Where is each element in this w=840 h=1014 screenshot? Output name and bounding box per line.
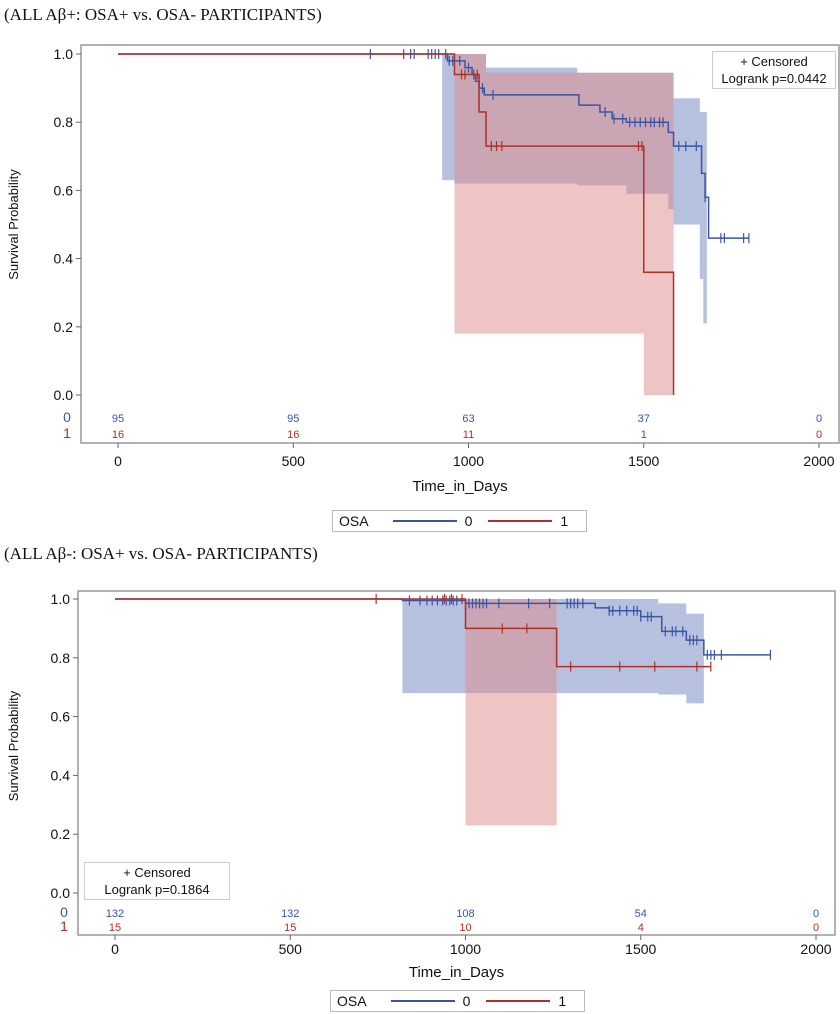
y-tick-label: 1.0 — [51, 591, 71, 607]
at-risk-count: 15 — [109, 922, 121, 934]
y-tick-label: 0.6 — [54, 182, 74, 198]
y-tick-label: 0.4 — [54, 251, 74, 267]
confidence-band-0 — [658, 603, 687, 695]
legend-label-0: 0 — [462, 993, 471, 1009]
legend-2: OSA 0 1 — [330, 990, 585, 1012]
legend-swatch-0 — [392, 520, 457, 522]
at-risk-count: 108 — [456, 908, 474, 920]
at-risk-count: 0 — [813, 908, 819, 920]
x-axis-label: Time_in_Days — [412, 478, 507, 495]
at-risk-group-label: 1 — [60, 918, 68, 934]
x-tick-label: 2000 — [803, 453, 834, 469]
at-risk-count: 95 — [112, 413, 124, 425]
at-risk-count: 37 — [638, 413, 650, 425]
at-risk-group-label: 0 — [60, 904, 68, 920]
x-tick-label: 1000 — [453, 453, 484, 469]
y-tick-label: 0.0 — [51, 885, 71, 901]
at-risk-count: 54 — [635, 908, 647, 920]
x-tick-label: 1500 — [628, 453, 659, 469]
plot-frame — [77, 590, 836, 936]
x-tick-label: 0 — [114, 453, 122, 469]
confidence-band-0 — [686, 613, 704, 704]
y-axis-label: Survival Probability — [6, 690, 21, 801]
legend-label-1: 1 — [560, 513, 569, 529]
at-risk-group-label: 0 — [63, 409, 71, 425]
confidence-band-0 — [673, 98, 700, 225]
y-tick-label: 0.4 — [51, 767, 71, 783]
confidence-band-0 — [703, 111, 707, 324]
y-tick-label: 0.8 — [54, 114, 74, 130]
at-risk-count: 4 — [638, 922, 644, 934]
x-axis-label: Time_in_Days — [409, 964, 504, 981]
at-risk-count: 1 — [641, 429, 647, 441]
at-risk-count: 0 — [816, 429, 822, 441]
confidence-band-0 — [442, 54, 455, 181]
y-tick-label: 0.8 — [51, 650, 71, 666]
legend-swatch-1 — [488, 520, 553, 522]
confidence-band-1 — [486, 72, 644, 334]
x-tick-label: 1500 — [625, 941, 656, 957]
legend-swatch-0 — [390, 1000, 455, 1002]
y-tick-label: 1.0 — [54, 46, 74, 62]
legend-1: OSA 0 1 — [332, 510, 587, 532]
at-risk-count: 95 — [287, 413, 299, 425]
censored-label: + Censored — [740, 54, 808, 69]
censored-label: + Censored — [123, 865, 191, 880]
at-risk-count: 10 — [459, 922, 471, 934]
at-risk-count: 16 — [112, 429, 124, 441]
y-tick-label: 0.0 — [54, 387, 74, 403]
chart-title-2: (ALL Aβ-: OSA+ vs. OSA- PARTICIPANTS) — [4, 544, 318, 563]
logrank-label: Logrank p=0.0442 — [721, 71, 827, 86]
plot-frame — [80, 44, 840, 444]
at-risk-count: 132 — [281, 908, 299, 920]
legend-title: OSA — [339, 513, 369, 529]
confidence-band-1 — [465, 599, 557, 826]
x-tick-label: 0 — [111, 941, 119, 957]
at-risk-count: 0 — [816, 413, 822, 425]
y-tick-label: 0.2 — [51, 826, 71, 842]
at-risk-count: 0 — [813, 922, 819, 934]
y-tick-label: 0.6 — [51, 709, 71, 725]
y-axis-label: Survival Probability — [6, 169, 21, 280]
survival-curve-1 — [115, 598, 711, 668]
survival-curve-0 — [118, 53, 749, 239]
legend-title: OSA — [337, 993, 367, 1009]
y-tick-label: 0.2 — [54, 319, 74, 335]
at-risk-count: 16 — [287, 429, 299, 441]
x-tick-label: 1000 — [450, 941, 481, 957]
at-risk-count: 15 — [284, 922, 296, 934]
chart-title-1: (ALL Aβ+: OSA+ vs. OSA- PARTICIPANTS) — [4, 5, 322, 24]
at-risk-count: 63 — [462, 413, 474, 425]
stats-box-2: + Censored Logrank p=0.1864 — [84, 862, 230, 900]
legend-label-0: 0 — [464, 513, 473, 529]
x-tick-label: 500 — [282, 453, 306, 469]
x-tick-label: 2000 — [800, 941, 831, 957]
legend-label-1: 1 — [558, 993, 567, 1009]
legend-swatch-1 — [486, 1000, 551, 1002]
stats-box-1: + Censored Logrank p=0.0442 — [712, 51, 836, 89]
at-risk-count: 132 — [106, 908, 124, 920]
x-tick-label: 500 — [279, 941, 303, 957]
confidence-band-0 — [699, 111, 704, 280]
logrank-label: Logrank p=0.1864 — [104, 882, 210, 897]
confidence-band-1 — [454, 54, 487, 334]
at-risk-count: 11 — [463, 429, 474, 441]
at-risk-group-label: 1 — [63, 425, 71, 441]
survival-curve-1 — [118, 53, 675, 395]
